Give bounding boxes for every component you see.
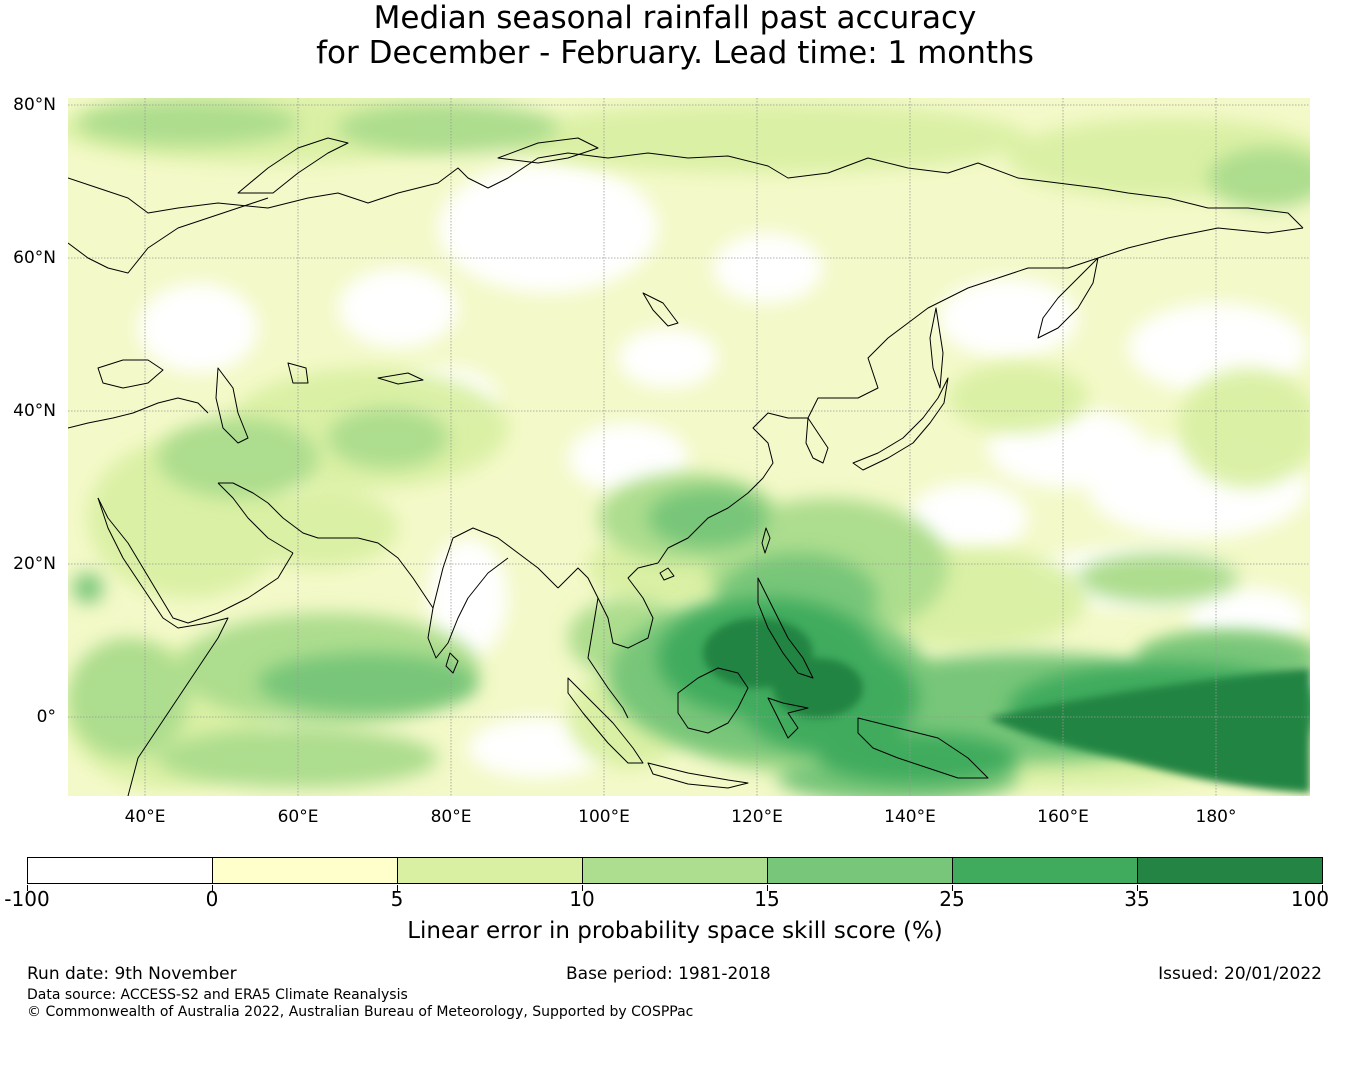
lon-label: 160°E: [1037, 807, 1089, 827]
legend-tick-label: 0: [205, 887, 219, 911]
legend-tick: [212, 885, 213, 891]
legend-tick: [582, 885, 583, 891]
legend-swatch: [28, 858, 213, 883]
issued-date: Issued: 20/01/2022: [1158, 964, 1322, 984]
legend-tick: [27, 885, 28, 891]
map-title-line-1: Median seasonal rainfall past accuracy: [373, 0, 977, 36]
legend-swatch: [953, 858, 1138, 883]
legend-title: Linear error in probability space skill …: [407, 918, 943, 944]
map-canvas: [68, 98, 1310, 796]
lon-label: 120°E: [731, 807, 783, 827]
legend-tick: [397, 885, 398, 891]
lat-label: 80°N: [13, 95, 56, 115]
legend-tick: [952, 885, 953, 891]
legend-swatch: [398, 858, 583, 883]
legend-swatch: [213, 858, 398, 883]
data-source: Data source: ACCESS-S2 and ERA5 Climate …: [27, 987, 408, 1003]
lon-label: 40°E: [124, 807, 166, 827]
legend-swatch: [1138, 858, 1322, 883]
base-period: Base period: 1981-2018: [566, 964, 771, 984]
graticule: [68, 98, 1310, 796]
lat-label: 60°N: [13, 248, 56, 268]
legend-swatch: [768, 858, 953, 883]
legend-tick-label: 5: [390, 887, 404, 911]
legend-tick-label: 25: [939, 887, 965, 911]
lat-label: 20°N: [13, 554, 56, 574]
legend-tick-label: -100: [4, 887, 50, 911]
coastlines: [68, 137, 1304, 796]
skill-field-max: [703, 618, 1310, 793]
legend-swatch: [583, 858, 768, 883]
lat-label: 40°N: [13, 401, 56, 421]
legend-tick-label: 35: [1124, 887, 1150, 911]
lon-label: 60°E: [277, 807, 319, 827]
skill-score-map: [68, 98, 1310, 796]
lon-label: 180°: [1195, 807, 1237, 827]
map-title-line-2: for December - February. Lead time: 1 mo…: [316, 35, 1034, 71]
legend-tick: [767, 885, 768, 891]
lat-label: 0°: [36, 707, 56, 727]
copyright: © Commonwealth of Australia 2022, Austra…: [27, 1004, 694, 1020]
legend-colorbar: [27, 857, 1323, 884]
legend-tick-label: 100: [1290, 887, 1330, 911]
legend-tick-label: 10: [569, 887, 595, 911]
run-date: Run date: 9th November: [27, 964, 237, 984]
legend-tick: [1137, 885, 1138, 891]
lon-label: 80°E: [430, 807, 472, 827]
legend-tick: [1322, 885, 1323, 891]
lon-label: 140°E: [884, 807, 936, 827]
legend-tick-label: 15: [754, 887, 780, 911]
lon-label: 100°E: [578, 807, 630, 827]
